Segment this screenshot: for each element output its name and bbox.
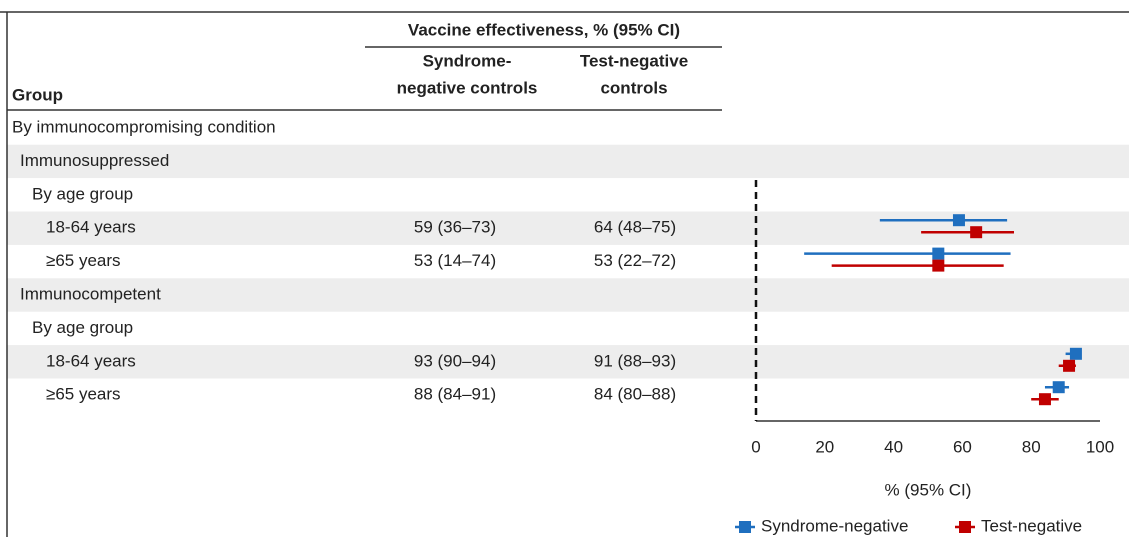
x-tick-label: 0: [751, 437, 760, 456]
x-tick-label: 60: [953, 437, 972, 456]
legend-marker: [739, 521, 751, 533]
x-axis-label: % (95% CI): [885, 480, 972, 499]
value-label: 64 (48–75): [594, 218, 676, 237]
point-estimate: [932, 259, 945, 272]
value-label: 88 (84–91): [414, 385, 496, 404]
row-label: 18-64 years: [46, 218, 136, 237]
row-label: Immunocompetent: [20, 284, 161, 303]
row-shade: [7, 211, 1129, 245]
column-header: Syndrome-: [423, 51, 512, 70]
span-header: Vaccine effectiveness, % (95% CI): [408, 20, 680, 39]
value-label: 93 (90–94): [414, 351, 496, 370]
row-label: ≥65 years: [46, 251, 121, 270]
row-shade: [7, 144, 1129, 179]
row-shade: [7, 345, 1129, 379]
value-label: 91 (88–93): [594, 351, 676, 370]
point-estimate: [1052, 381, 1065, 394]
x-tick-label: 20: [815, 437, 834, 456]
row-label: By immunocompromising condition: [12, 117, 276, 136]
row-label: 18-64 years: [46, 351, 136, 370]
row-shade: [7, 278, 1129, 312]
value-label: 53 (22–72): [594, 251, 676, 270]
legend-marker: [959, 521, 971, 533]
row-label: Immunosuppressed: [20, 151, 169, 170]
x-tick-label: 80: [1022, 437, 1041, 456]
column-header: controls: [600, 78, 667, 97]
x-tick-label: 40: [884, 437, 903, 456]
value-label: 84 (80–88): [594, 385, 676, 404]
point-estimate: [1038, 393, 1051, 406]
group-header: Group: [12, 85, 63, 104]
value-label: 59 (36–73): [414, 218, 496, 237]
row-label: By age group: [32, 184, 133, 203]
point-estimate: [970, 226, 983, 239]
legend-label: Test-negative: [981, 516, 1082, 535]
x-tick-label: 100: [1086, 437, 1114, 456]
row-label: ≥65 years: [46, 385, 121, 404]
point-estimate: [932, 247, 945, 260]
point-estimate: [952, 214, 965, 227]
legend-label: Syndrome-negative: [761, 516, 908, 535]
row-label: By age group: [32, 318, 133, 337]
point-estimate: [1063, 359, 1076, 372]
value-label: 53 (14–74): [414, 251, 496, 270]
column-header: negative controls: [397, 78, 538, 97]
column-header: Test-negative: [580, 51, 688, 70]
point-estimate: [1069, 347, 1082, 360]
